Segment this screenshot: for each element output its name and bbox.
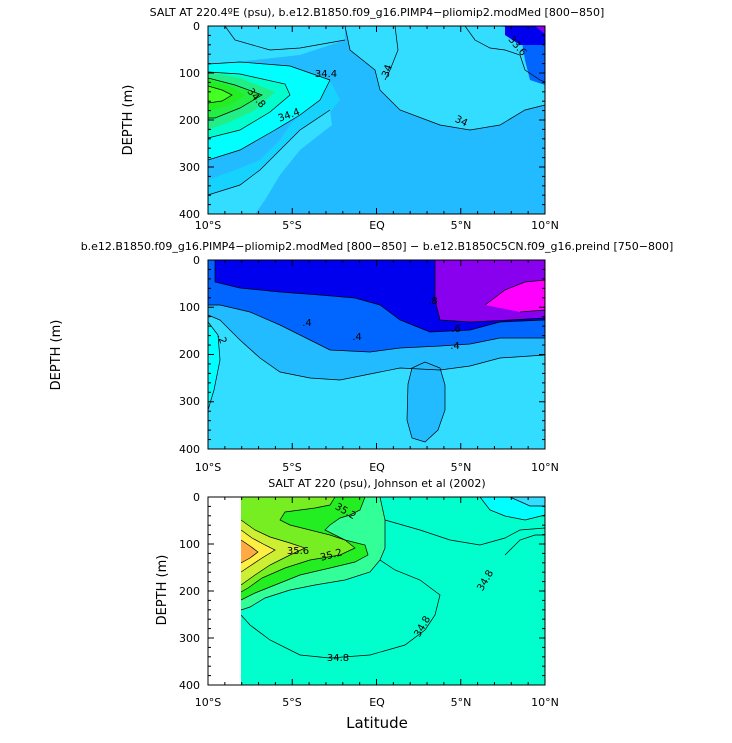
p3-fill-yellow-green: [241, 497, 355, 592]
p3-fill-orange: [241, 540, 258, 563]
p3-ytick-100: 100: [179, 538, 200, 551]
p1-ytick-400: 400: [179, 208, 200, 221]
p2-ytick-0: 0: [193, 254, 200, 267]
p3-xtick-1: 5°S: [282, 696, 301, 709]
p1-xtick-0: 10°S: [195, 219, 221, 232]
p3-xtick-3: 5°N: [451, 696, 472, 709]
panel-2-contours: [208, 260, 545, 449]
p2-clabel-5: .2: [215, 333, 229, 346]
p1-xtick-2: EQ: [369, 219, 385, 232]
p1-fill-upper-right: [208, 26, 545, 130]
p1-clabel-5: 34: [453, 114, 469, 129]
p3-clabel-1: 35.6: [287, 546, 309, 557]
p2-clabel-2: .4: [450, 341, 460, 352]
p1-xtick-4: 10°N: [531, 219, 559, 232]
panel-2: b.e12.B1850.f09_g16.PIMP4−pliomip2.modMe…: [49, 240, 673, 474]
p2-clabel-1: .6: [451, 324, 461, 335]
x-axis-label: Latitude: [346, 714, 408, 732]
p3-xtick-0: 10°S: [195, 696, 221, 709]
p2-ytick-300: 300: [179, 395, 200, 408]
panel-3-contours: [241, 497, 545, 685]
p2-ytick-200: 200: [179, 348, 200, 361]
p3-fill-light-blue: [510, 497, 545, 506]
p3-xtick-4: 10°N: [531, 696, 559, 709]
p2-xtick-3: 5°N: [451, 461, 472, 474]
panel-3-title: SALT AT 220 (psu), Johnson et al (2002): [268, 477, 485, 490]
p1-clabel-0: 34.4: [315, 69, 337, 80]
panel-1-title: SALT AT 220.4ºE (psu), b.e12.B1850.f09_g…: [150, 6, 605, 19]
p2-xtick-2: EQ: [369, 461, 385, 474]
p2-fill-cyan: [208, 322, 220, 410]
p2-fill-sky-blob: [407, 362, 445, 442]
p1-fill-purple: [535, 26, 545, 34]
p1-fill-core: [208, 86, 232, 103]
p2-fill-magenta: [485, 280, 545, 312]
panel-1-axes: 0 100 200 300 400 10°S 5°S EQ 5°N 10°N: [179, 20, 559, 232]
p3-clabel-5: 34.8: [327, 653, 349, 664]
panel-2-title: b.e12.B1850.f09_g16.PIMP4−pliomip2.modMe…: [81, 240, 674, 253]
p1-xtick-1: 5°S: [282, 219, 301, 232]
p1-clabel-1: 34: [380, 63, 395, 79]
panel-1: SALT AT 220.4ºE (psu), b.e12.B1850.f09_g…: [121, 6, 605, 232]
p2-clabel-3: .4: [352, 332, 362, 343]
p3-xtick-2: EQ: [369, 696, 385, 709]
p3-ytick-300: 300: [179, 632, 200, 645]
p2-ylabel: DEPTH (m): [49, 320, 64, 391]
p1-ytick-200: 200: [179, 114, 200, 127]
p1-fill-deep-blue: [505, 26, 545, 45]
panel-3-axes: 0 100 200 300 400 10°S 5°S EQ 5°N 10°N: [179, 491, 559, 709]
p3-ytick-200: 200: [179, 585, 200, 598]
p2-ytick-100: 100: [179, 301, 200, 314]
p1-ytick-0: 0: [193, 20, 200, 33]
p3-ylabel: DEPTH (m): [155, 555, 170, 626]
tick-marks: [207, 25, 546, 686]
p2-clabel-4: .4: [302, 318, 312, 329]
p3-fill-yellow: [241, 530, 275, 572]
p3-fill-lime: [241, 520, 305, 585]
p2-xtick-0: 10°S: [195, 461, 221, 474]
p1-fill-top-left: [208, 26, 345, 64]
p1-xtick-3: 5°N: [451, 219, 472, 232]
panel-3: SALT AT 220 (psu), Johnson et al (2002): [155, 477, 559, 732]
p2-xtick-4: 10°N: [531, 461, 559, 474]
panel-1-contours: [208, 26, 545, 214]
p2-clabel-0: .8: [428, 296, 438, 307]
panel-2-axes: 0 100 200 300 400 10°S 5°S EQ 5°N 10°N: [179, 254, 559, 474]
p3-ytick-400: 400: [179, 679, 200, 692]
p2-ytick-400: 400: [179, 443, 200, 456]
p1-ytick-100: 100: [179, 67, 200, 80]
p2-xtick-1: 5°S: [282, 461, 301, 474]
p1-ylabel: DEPTH (m): [121, 85, 136, 156]
p1-ytick-300: 300: [179, 161, 200, 174]
p3-ytick-0: 0: [193, 491, 200, 504]
